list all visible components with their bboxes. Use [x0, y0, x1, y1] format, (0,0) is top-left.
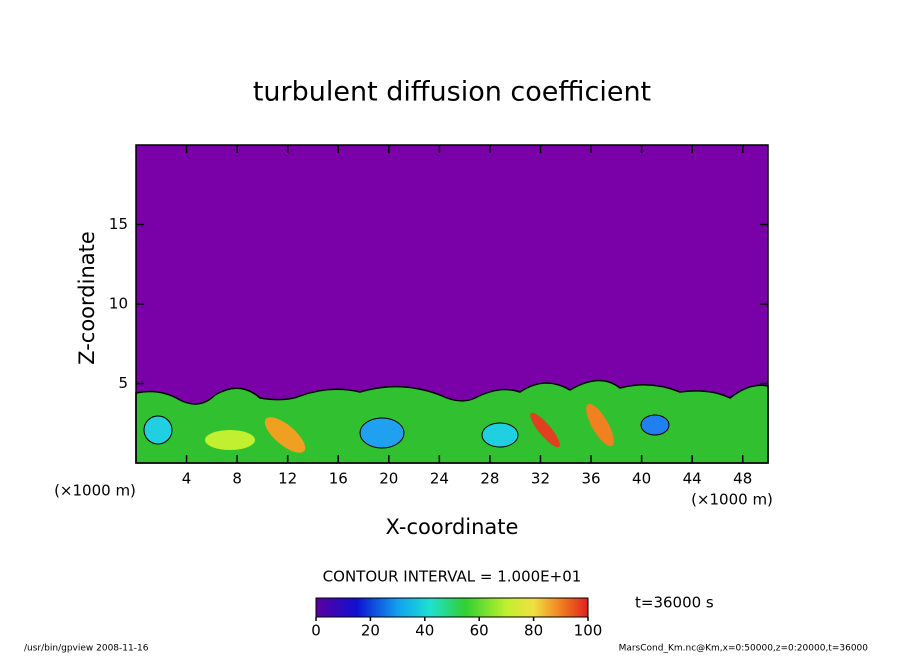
- x-tick-label: 44: [683, 470, 702, 488]
- contour-interval: CONTOUR INTERVAL = 1.000E+01: [323, 568, 582, 586]
- footer-right: MarsCond_Km.nc@Km,x=0:50000,z=0:20000,t=…: [619, 644, 869, 654]
- x-tick-label: 20: [379, 470, 398, 488]
- contour-field: [135, 145, 769, 464]
- time-label: t=36000 s: [635, 594, 714, 612]
- footer-left: /usr/bin/gpview 2008-11-16: [24, 644, 149, 654]
- colorbar-tick-label: 80: [524, 622, 543, 640]
- colorbar-tick-label: 60: [470, 622, 489, 640]
- axes: [136, 145, 768, 621]
- y-axis-label: Z-coordinate: [75, 231, 99, 365]
- colorbar-tick-label: 0: [311, 622, 321, 640]
- y-tick-label: 15: [109, 215, 128, 233]
- colorbar: [315, 597, 589, 618]
- x-unit-label: (×1000 m): [54, 482, 136, 500]
- x-tick-label: 48: [733, 470, 752, 488]
- colorbar-tick-label: 20: [361, 622, 380, 640]
- x-unit-label: (×1000 m): [691, 491, 773, 509]
- x-tick-label: 28: [480, 470, 499, 488]
- colorbar-tick-label: 100: [574, 622, 603, 640]
- x-tick-label: 40: [632, 470, 651, 488]
- x-axis-label: X-coordinate: [386, 515, 519, 539]
- y-tick-label: 5: [118, 374, 128, 392]
- x-tick-label: 24: [430, 470, 449, 488]
- x-tick-label: 32: [531, 470, 550, 488]
- y-tick-label: 10: [109, 295, 128, 313]
- x-tick-label: 12: [278, 470, 297, 488]
- chart-title: turbulent diffusion coefficient: [253, 77, 651, 108]
- x-tick-label: 36: [581, 470, 600, 488]
- x-tick-label: 4: [182, 470, 192, 488]
- x-tick-label: 8: [232, 470, 242, 488]
- colorbar-tick-label: 40: [415, 622, 434, 640]
- x-tick-label: 16: [329, 470, 348, 488]
